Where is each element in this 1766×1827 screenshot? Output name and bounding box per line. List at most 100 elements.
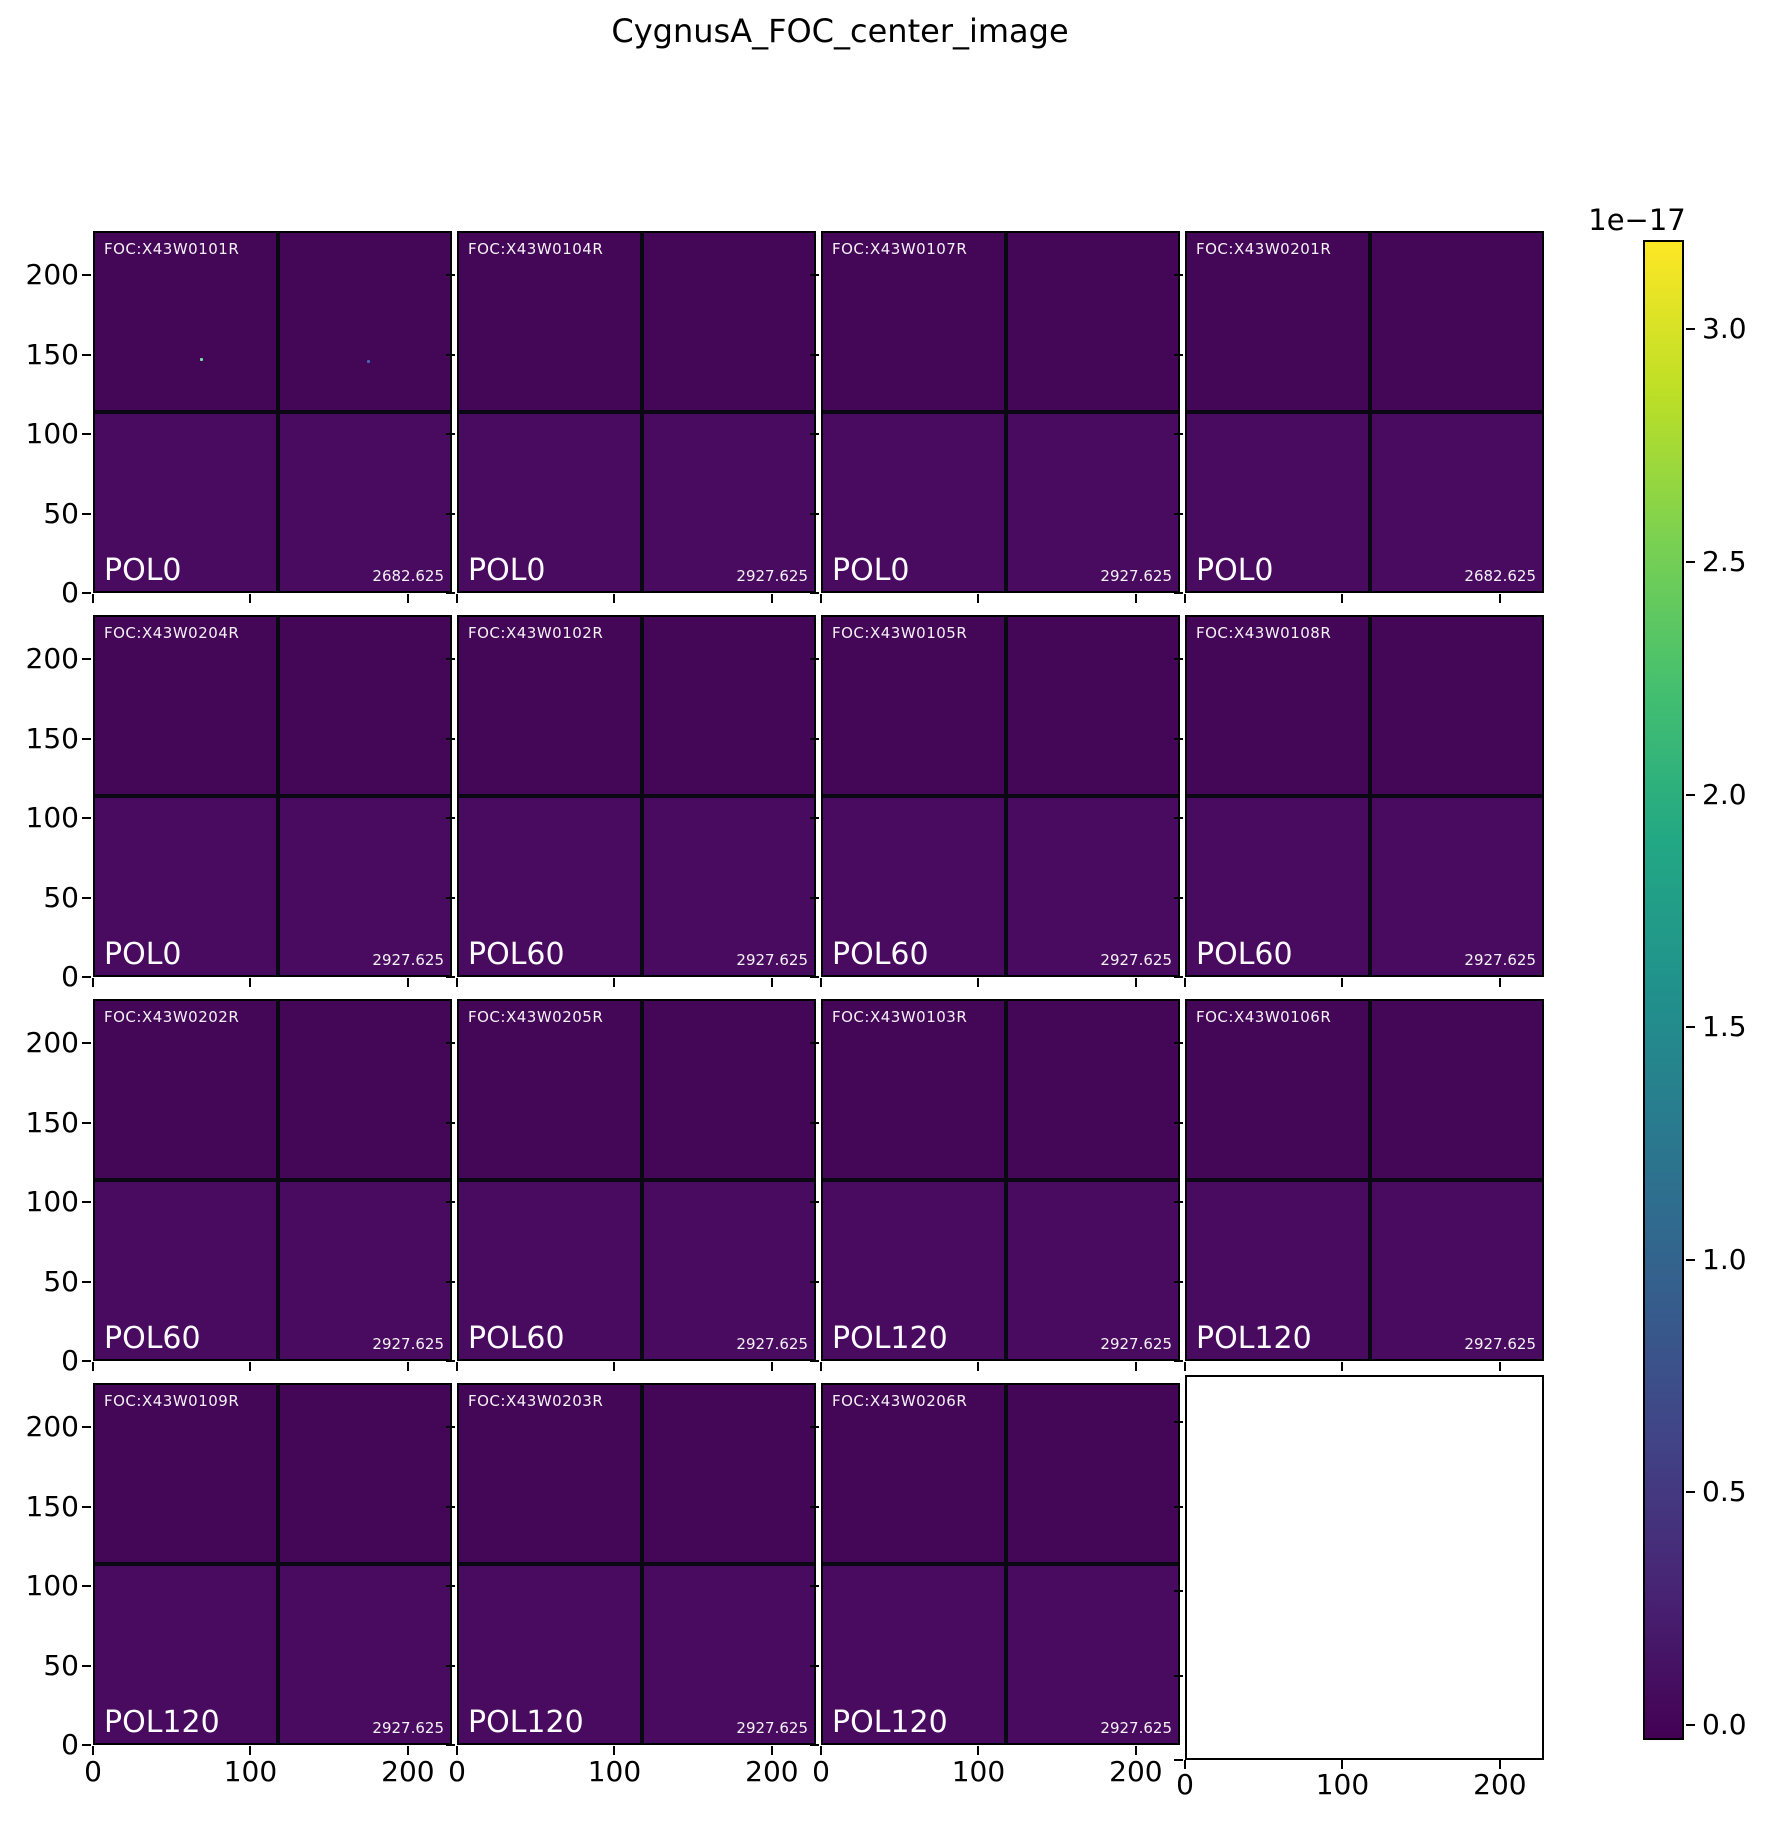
x-tick-mark <box>1498 594 1501 603</box>
y-tick-mark <box>82 1585 91 1588</box>
chip-gap-line-horizontal <box>459 1177 814 1182</box>
x-tick-mark <box>456 594 458 603</box>
panel-value-label: 2927.625 <box>372 1719 444 1737</box>
chip-gap-line-vertical <box>1368 1001 1373 1359</box>
y-tick-mark <box>1174 1421 1183 1424</box>
image-panel: FOC:X43W0206R POL120 2927.625 <box>821 1383 1180 1745</box>
panel-value-label: 2927.625 <box>736 1335 808 1353</box>
panel-value-label: 2927.625 <box>1464 951 1536 969</box>
x-tick-mark <box>406 594 409 603</box>
x-tick-mark <box>406 1746 409 1755</box>
image-panel: FOC:X43W0105R POL60 2927.625 <box>821 615 1180 977</box>
y-tick-mark <box>82 512 91 515</box>
y-tick-mark <box>810 353 819 356</box>
x-tick-mark <box>1498 1760 1501 1769</box>
y-tick-mark <box>810 1744 819 1746</box>
y-tick-label: 150 <box>25 337 79 371</box>
x-tick-mark <box>1134 1362 1137 1371</box>
panel-id-label: FOC:X43W0104R <box>468 240 604 258</box>
y-tick-mark <box>446 274 455 277</box>
chip-gap-line-horizontal <box>823 1177 1178 1182</box>
y-tick-mark <box>1174 1360 1183 1362</box>
x-tick-mark <box>1184 1760 1186 1769</box>
image-panel: FOC:X43W0109R POL120 2927.625 <box>93 1383 452 1745</box>
x-tick-mark <box>977 594 980 603</box>
x-tick-mark <box>820 978 822 987</box>
image-panel: FOC:X43W0205R POL60 2927.625 <box>457 999 816 1361</box>
y-tick-mark <box>1174 896 1183 899</box>
panel-id-label: FOC:X43W0206R <box>832 1392 968 1410</box>
y-tick-mark <box>82 1121 91 1124</box>
panel-id-label: FOC:X43W0101R <box>104 240 240 258</box>
chip-gap-line-vertical <box>276 617 281 975</box>
y-tick-mark <box>810 512 819 515</box>
y-tick-label: 200 <box>25 1410 79 1444</box>
y-tick-mark <box>1174 976 1183 978</box>
chip-gap-line-vertical <box>640 1385 645 1743</box>
y-tick-mark <box>82 433 91 436</box>
panel-pol-label: POL60 <box>1196 937 1293 972</box>
figure-title: CygnusA_FOC_center_image <box>611 12 1069 50</box>
y-tick-mark <box>1174 433 1183 436</box>
y-tick-mark <box>82 592 91 594</box>
star-dot <box>366 359 370 363</box>
x-tick-mark <box>1341 1760 1344 1769</box>
y-tick-mark <box>1174 274 1183 277</box>
y-tick-mark <box>82 817 91 820</box>
y-tick-mark <box>1174 592 1183 594</box>
y-tick-mark <box>810 1505 819 1508</box>
colorbar-tick-mark <box>1686 1258 1695 1261</box>
x-tick-mark <box>613 978 616 987</box>
panel-pol-label: POL60 <box>468 937 565 972</box>
panel-pol-label: POL60 <box>104 1321 201 1356</box>
panel-value-label: 2682.625 <box>1464 567 1536 585</box>
y-tick-label: 50 <box>43 1648 79 1682</box>
y-tick-mark <box>810 274 819 277</box>
chip-gap-line-horizontal <box>823 409 1178 414</box>
y-tick-mark <box>446 1505 455 1508</box>
panel-value-label: 2927.625 <box>1100 1335 1172 1353</box>
panel-id-label: FOC:X43W0102R <box>468 624 604 642</box>
panel-id-label: FOC:X43W0205R <box>468 1008 604 1026</box>
x-tick-label: 0 <box>1176 1768 1194 1801</box>
chip-gap-line-vertical <box>276 233 281 591</box>
chip-gap-line-horizontal <box>1187 409 1542 414</box>
y-tick-mark <box>1174 1590 1183 1593</box>
colorbar <box>1643 240 1684 1740</box>
x-tick-mark <box>456 1746 458 1755</box>
x-tick-mark <box>1134 978 1137 987</box>
y-tick-mark <box>1174 1042 1183 1045</box>
chip-gap-line-horizontal <box>1187 793 1542 798</box>
x-tick-mark <box>92 978 94 987</box>
star-dot <box>199 357 203 361</box>
y-tick-mark <box>810 1042 819 1045</box>
y-tick-label: 0 <box>61 960 79 993</box>
colorbar-tick-label: 1.0 <box>1702 1242 1747 1276</box>
y-tick-mark <box>810 976 819 978</box>
colorbar-tick-label: 3.0 <box>1702 312 1747 346</box>
image-panel: FOC:X43W0202R POL60 2927.625 <box>93 999 452 1361</box>
x-tick-mark <box>820 594 822 603</box>
x-tick-mark <box>1498 1362 1501 1371</box>
y-tick-mark <box>446 592 455 594</box>
image-panel: FOC:X43W0101R POL0 2682.625 <box>93 231 452 593</box>
x-tick-mark <box>1184 1362 1186 1371</box>
colorbar-tick-label: 0.5 <box>1702 1475 1747 1509</box>
panel-id-label: FOC:X43W0204R <box>104 624 240 642</box>
y-tick-label: 50 <box>43 880 79 914</box>
y-tick-mark <box>810 1426 819 1429</box>
y-tick-mark <box>810 896 819 899</box>
y-tick-label: 100 <box>25 1185 79 1219</box>
panel-pol-label: POL60 <box>468 1321 565 1356</box>
y-tick-mark <box>82 737 91 740</box>
panel-pol-label: POL0 <box>104 553 182 588</box>
x-tick-mark <box>770 1746 773 1755</box>
image-panel: FOC:X43W0102R POL60 2927.625 <box>457 615 816 977</box>
colorbar-tick-mark <box>1686 1026 1695 1029</box>
image-panel: FOC:X43W0108R POL60 2927.625 <box>1185 615 1544 977</box>
y-tick-mark <box>446 512 455 515</box>
y-tick-mark <box>82 1744 91 1746</box>
x-tick-mark <box>1134 1746 1137 1755</box>
panel-pol-label: POL120 <box>104 1705 220 1740</box>
